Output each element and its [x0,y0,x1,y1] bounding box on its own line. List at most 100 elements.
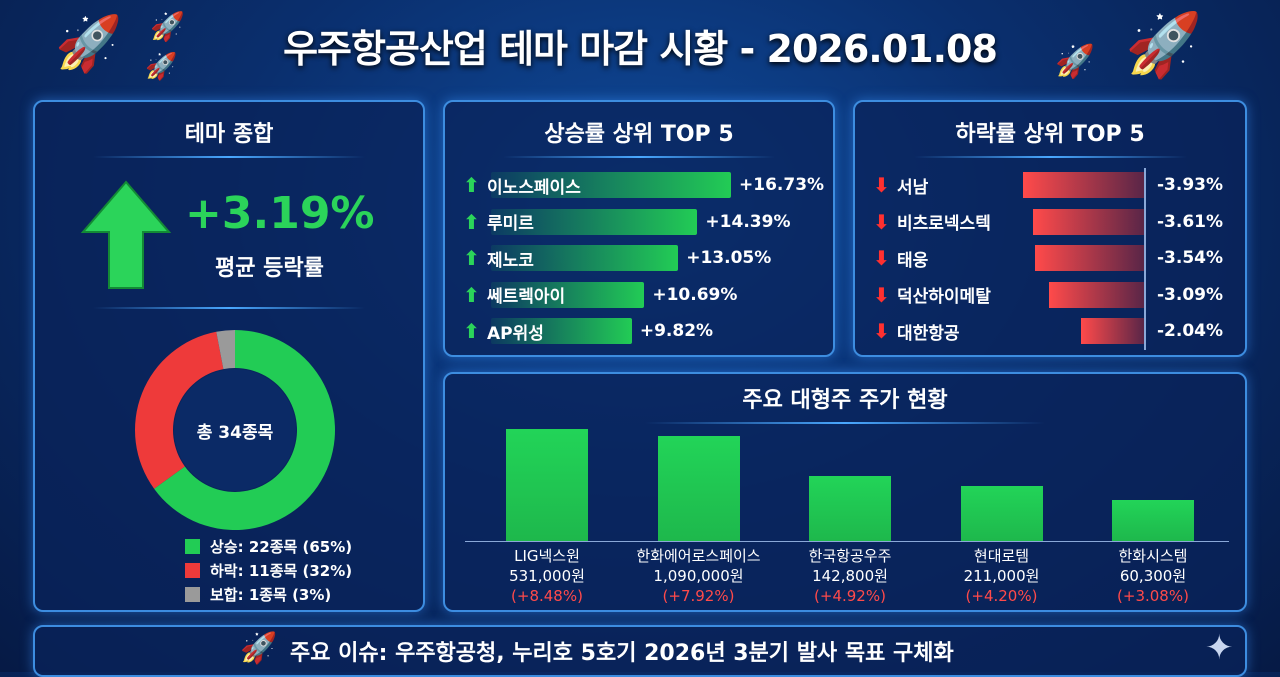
down-arrow-icon: ⬇ [873,209,890,234]
loser-row: ⬇ 대한항공 [873,318,960,344]
loser-bar [1023,172,1144,198]
loser-name: 대한항공 [897,323,960,344]
bar-price: 1,090,000원 [653,567,744,585]
down-arrow-icon: ⬇ [873,319,890,343]
gainer-change: +10.69% [652,284,738,305]
bar-change: (+4.92%) [814,587,886,605]
donut-slice [135,331,224,489]
loser-change: -3.61% [1157,211,1224,232]
gainer-name: AP위성 [487,323,544,344]
loser-bar [1081,318,1144,344]
gainer-bar [491,172,731,198]
gainer-bar [491,208,698,235]
rocket-icon: 🚀 [1125,8,1203,81]
donut-slice [154,330,335,530]
rocket-icon: 🚀 [1055,42,1095,80]
bar-label: LIG넥스원 531,000원 (+8.48%) [472,546,622,606]
gainer-bar [491,318,632,344]
up-arrow-icon: ⬆ [463,319,480,343]
loser-change: -3.54% [1157,248,1224,268]
bar [809,476,891,541]
gainer-name: 제노코 [487,250,534,271]
gainers-title: 상승률 상위 TOP 5 [544,122,734,147]
bar-label: 한국항공우주 142,800원 (+4.92%) [775,546,925,606]
up-arrow-icon [81,180,171,289]
bar-price: 142,800원 [812,567,888,585]
loser-bar [1035,245,1144,271]
rocket-icon: 🚀 [240,631,278,666]
loser-row: ⬇ 덕산하이메탈 [873,282,991,308]
losers-title: 하락률 상위 TOP 5 [955,122,1145,147]
bar-category: 한화에어로스페이스 [636,547,761,565]
bigcap-panel: 주요 대형주 주가 현황 LIG넥스원 531,000원 (+8.48%) 한화에어… [443,372,1247,612]
gainer-bar [491,281,645,308]
up-arrow-icon: ⬆ [463,282,480,307]
legend-flat: 보합: 1종목 (3%) [185,584,331,605]
loser-bar [1048,281,1144,308]
gainer-row: ⬆ 쎄트렉아이 [463,282,565,308]
bigcap-title: 주요 대형주 주가 현황 [742,388,948,413]
legend-up: 상승: 22종목 (65%) [185,536,352,557]
bar-category: LIG넥스원 [514,547,580,565]
loser-row: ⬇ 서남 [873,172,928,198]
bar-label: 현대로템 211,000원 (+4.20%) [927,546,1077,606]
rocket-icon: 🚀 [55,12,123,75]
bar-change: (+7.92%) [662,587,735,605]
losers-panel: 하락률 상위 TOP 5 ⬇ 서남 -3.93% ⬇ 비츠로넥스텍 -3.61% ⬇… [853,100,1247,357]
issue-bar: 🚀 주요 이슈: 우주항공청, 누리호 5호기 2026년 3분기 발사 목표 … [33,625,1247,677]
loser-name: 태웅 [897,250,929,271]
bar [506,429,588,541]
gainer-name: 쎄트렉아이 [487,287,566,307]
gainer-row: ⬆ 제노코 [463,245,534,271]
bar-price: 211,000원 [963,567,1040,585]
gainer-bar [491,245,679,271]
bar [960,485,1043,541]
gainer-name: 루미르 [487,214,534,234]
bar [657,436,740,541]
up-arrow-icon: ⬆ [463,209,480,234]
issue-text: 주요 이슈: 우주항공청, 누리호 5호기 2026년 3분기 발사 목표 구체… [290,641,954,666]
gainer-change: +13.05% [686,248,772,268]
loser-name: 서남 [897,177,929,198]
loser-row: ⬇ 태웅 [873,245,928,271]
summary-title: 테마 종합 [184,122,274,147]
bar-category: 한국항공우주 [808,547,892,565]
sparkle-icon: ✦ [1205,628,1234,668]
loser-change: -3.93% [1157,175,1224,195]
up-arrow-icon: ⬆ [463,173,480,197]
loser-row: ⬇ 비츠로넥스텍 [873,209,991,235]
legend-down: 하락: 11종목 (32%) [185,560,352,581]
gainer-row: ⬆ 이노스페이스 [463,172,581,198]
page-title: 우주항공산업 테마 마감 시황 - 2026.01.08 [283,27,998,71]
bar-category: 한화시스템 [1118,547,1188,565]
rocket-icon: 🚀 [145,52,178,82]
donut-chart [135,330,335,530]
gainer-row: ⬆ 루미르 [463,209,534,235]
bar-price: 531,000원 [509,567,585,585]
up-arrow-icon: ⬆ [463,246,480,270]
loser-name: 비츠로넥스텍 [897,214,991,234]
loser-name: 덕산하이메탈 [897,287,991,307]
rocket-icon: 🚀 [150,10,185,43]
down-arrow-icon: ⬇ [873,282,890,307]
avg-label: 평균 등락률 [215,256,324,281]
bar-change: (+4.20%) [965,587,1038,605]
bar-label: 한화에어로스페이스 1,090,000원 (+7.92%) [624,546,774,606]
bar-category: 현대로템 [973,547,1030,565]
donut-slice [216,330,235,370]
avg-change: +3.19% [185,188,375,239]
gainer-change: +14.39% [705,211,791,232]
summary-panel: 테마 종합 +3.19% 평균 등락률 총 34종목 상승: 22종목 (65%… [33,100,425,612]
bar-change: (+3.08%) [1117,587,1189,605]
donut-total: 총 34종목 [196,423,274,443]
bar [1112,500,1194,541]
gainer-change: +16.73% [739,175,825,195]
gainers-panel: 상승률 상위 TOP 5 ⬆ 이노스페이스 +16.73% ⬆ 루미르 +14.39… [443,100,835,357]
down-arrow-icon: ⬇ [873,246,890,270]
gainer-change: +9.82% [639,321,714,341]
gainer-name: 이노스페이스 [487,177,581,198]
gainer-row: ⬆ AP위성 [463,318,544,344]
bar-label: 한화시스템 60,300원 (+3.08%) [1078,546,1228,606]
down-arrow-icon: ⬇ [873,173,890,197]
loser-bar [1032,208,1144,235]
